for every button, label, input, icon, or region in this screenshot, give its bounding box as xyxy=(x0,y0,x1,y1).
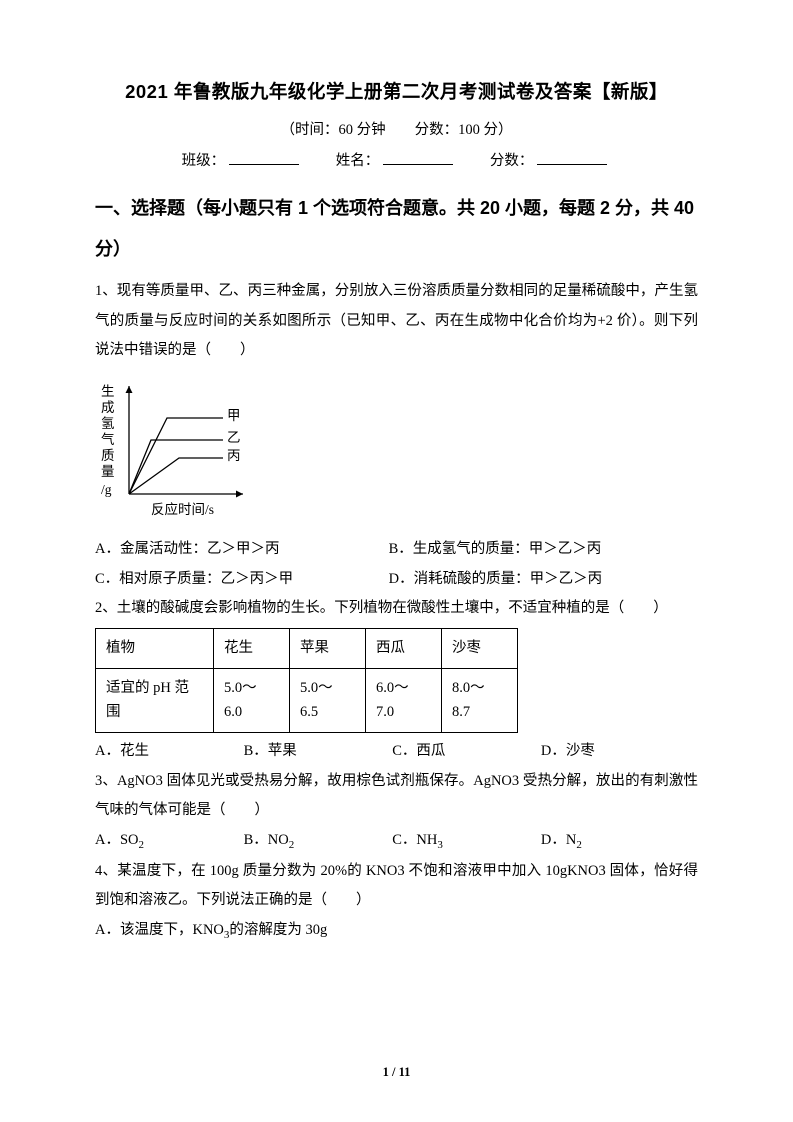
q4-stem: 4、某温度下，在 100g 质量分数为 20%的 KNO3 不饱和溶液甲中加入 … xyxy=(95,857,698,916)
q1-options-row2: C．相对原子质量：乙＞丙＞甲 D．消耗硫酸的质量：甲＞乙＞丙 xyxy=(95,565,698,595)
q3-optC-sub: 3 xyxy=(437,839,443,851)
q4-optA[interactable]: A．该温度下，KNO3的溶解度为 30g xyxy=(95,916,698,946)
q3-stem: 3、AgNO3 固体见光或受热易分解，故用棕色试剂瓶保存。AgNO3 受热分解，… xyxy=(95,767,698,826)
q3-optD[interactable]: D．N2 xyxy=(541,826,686,856)
q3-optD-sub: 2 xyxy=(576,839,582,851)
q3-optB-pre: B．NO xyxy=(244,832,289,848)
q1-optC[interactable]: C．相对原子质量：乙＞丙＞甲 xyxy=(95,565,385,595)
svg-text:质: 质 xyxy=(101,448,115,463)
name-label: 姓名： xyxy=(336,153,380,169)
q1-stem-text: 1、现有等质量甲、乙、丙三种金属，分别放入三份溶质质量分数相同的足量稀硫酸中，产… xyxy=(95,277,698,366)
q3-stem-text: 3、AgNO3 固体见光或受热易分解，故用棕色试剂瓶保存。AgNO3 受热分解，… xyxy=(95,767,698,826)
q3-options: A．SO2 B．NO2 C．NH3 D．N2 xyxy=(95,826,698,856)
q2-options: A．花生 B．苹果 C．西瓜 D．沙枣 xyxy=(95,737,698,767)
q1-chart-svg: 甲乙丙 生成氢气质量/g 反应时间/s xyxy=(95,376,253,526)
svg-text:气: 气 xyxy=(101,432,115,447)
page-number: 1 / 11 xyxy=(0,1065,793,1080)
q3-optC[interactable]: C．NH3 xyxy=(392,826,537,856)
q2-optD[interactable]: D．沙枣 xyxy=(541,737,686,767)
class-label: 班级： xyxy=(182,153,226,169)
q3-optB[interactable]: B．NO2 xyxy=(244,826,389,856)
q1-optB[interactable]: B．生成氢气的质量：甲＞乙＞丙 xyxy=(389,535,602,565)
svg-text:丙: 丙 xyxy=(227,448,241,463)
score-label: 分数： xyxy=(490,153,534,169)
q2-optB[interactable]: B．苹果 xyxy=(244,737,389,767)
svg-text:氢: 氢 xyxy=(101,416,115,431)
exam-meta: （时间：60 分钟 分数：100 分） xyxy=(95,118,698,139)
q2-stem: 2、土壤的酸碱度会影响植物的生长。下列植物在微酸性土壤中，不适宜种植的是（ ） xyxy=(95,594,698,624)
q4-optA-pre: A．该温度下，KNO xyxy=(95,922,224,938)
score-blank[interactable] xyxy=(537,151,607,166)
q3-optA-sub: 2 xyxy=(139,839,145,851)
q1-optA[interactable]: A．金属活动性：乙＞甲＞丙 xyxy=(95,535,385,565)
q1-chart: 甲乙丙 生成氢气质量/g 反应时间/s xyxy=(95,376,698,531)
svg-text:/g: /g xyxy=(101,482,112,497)
q3-optA[interactable]: A．SO2 xyxy=(95,826,240,856)
section-heading: 一、选择题（每小题只有 1 个选项符合题意。共 20 小题，每题 2 分，共 4… xyxy=(95,188,698,271)
q2-optA[interactable]: A．花生 xyxy=(95,737,240,767)
q1-optD[interactable]: D．消耗硫酸的质量：甲＞乙＞丙 xyxy=(389,565,602,595)
q4-optA-post: 的溶解度为 30g xyxy=(229,922,327,938)
q4-stem-text: 4、某温度下，在 100g 质量分数为 20%的 KNO3 不饱和溶液甲中加入 … xyxy=(95,857,698,916)
q2-optC[interactable]: C．西瓜 xyxy=(392,737,537,767)
svg-text:成: 成 xyxy=(101,400,115,415)
name-blank[interactable] xyxy=(383,151,453,166)
q3-optB-sub: 2 xyxy=(289,839,295,851)
q3-optC-pre: C．NH xyxy=(392,832,437,848)
q2-table: 植物花生苹果西瓜沙枣适宜的 pH 范围5.0～6.05.0～6.56.0～7.0… xyxy=(95,628,518,733)
q3-optA-pre: A．SO xyxy=(95,832,139,848)
q2-stem-text: 2、土壤的酸碱度会影响植物的生长。下列植物在微酸性土壤中，不适宜种植的是（ ） xyxy=(95,594,698,624)
q1-options-row1: A．金属活动性：乙＞甲＞丙 B．生成氢气的质量：甲＞乙＞丙 xyxy=(95,535,698,565)
svg-text:生: 生 xyxy=(101,384,115,399)
svg-text:量: 量 xyxy=(101,464,115,479)
svg-text:乙: 乙 xyxy=(227,430,241,445)
page-title: 2021 年鲁教版九年级化学上册第二次月考测试卷及答案【新版】 xyxy=(95,78,698,104)
svg-text:反应时间/s: 反应时间/s xyxy=(151,501,214,517)
svg-text:甲: 甲 xyxy=(227,408,241,423)
q3-optD-pre: D．N xyxy=(541,832,576,848)
class-blank[interactable] xyxy=(229,151,299,166)
student-info-line: 班级： 姓名： 分数： xyxy=(95,149,698,170)
q1-stem: 1、现有等质量甲、乙、丙三种金属，分别放入三份溶质质量分数相同的足量稀硫酸中，产… xyxy=(95,277,698,366)
